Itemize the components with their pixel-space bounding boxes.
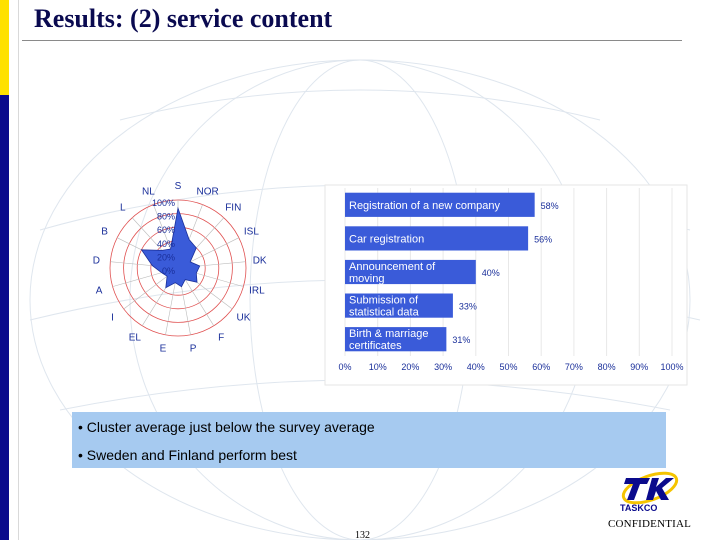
radar-axis-label-UK: UK bbox=[236, 312, 250, 323]
radar-axis-label-D: D bbox=[93, 255, 100, 266]
bullet-1: • Cluster average just below the survey … bbox=[78, 419, 375, 435]
bullet-2: • Sweden and Finland perform best bbox=[78, 447, 297, 463]
radar-axis-label-IRL: IRL bbox=[249, 285, 265, 296]
bar-value-label-3: 40% bbox=[482, 268, 500, 278]
radar-axis-label-E: E bbox=[160, 344, 167, 355]
bar-3 bbox=[345, 259, 476, 285]
bar-xtick-label-6: 60% bbox=[532, 362, 550, 372]
radar-axis-label-NL: NL bbox=[142, 187, 155, 198]
page-number: 132 bbox=[355, 530, 370, 541]
taskco-logo bbox=[621, 471, 679, 505]
bar-value-label-5: 31% bbox=[452, 335, 470, 345]
bar-category-label-3: Announcement of moving bbox=[349, 261, 436, 285]
bar-xtick-label-7: 70% bbox=[565, 362, 583, 372]
bar-category-label-4: Submission of statistical data bbox=[349, 295, 420, 319]
radar-ring-label-1: 80% bbox=[157, 212, 175, 222]
radar-axis-label-DK: DK bbox=[253, 255, 267, 266]
bar-chart: 0% 10% 20% 30% 40% 50% 60% 70% 80% 90% 100% Registr… bbox=[324, 184, 688, 386]
radar-axis-label-I: I bbox=[111, 312, 114, 323]
confidential-label: CONFIDENTIAL bbox=[608, 518, 692, 530]
radar-axis-label-S: S bbox=[175, 181, 182, 192]
bar-category-label-1: Registration of a new company bbox=[349, 200, 501, 212]
bar-xtick-label-4: 40% bbox=[467, 362, 485, 372]
bar-4 bbox=[345, 293, 453, 318]
bar-xtick-label-2: 20% bbox=[401, 362, 419, 372]
radar-ring-label-5: 0% bbox=[162, 266, 175, 276]
bar-xtick-label-9: 90% bbox=[630, 362, 648, 372]
bar-xtick-label-5: 50% bbox=[499, 362, 517, 372]
bar-xtick-label-1: 10% bbox=[369, 362, 387, 372]
bar-xtick-label-0: 0% bbox=[338, 362, 351, 372]
radar-ring-label-0: 100% bbox=[152, 198, 175, 208]
radar-axis-label-P: P bbox=[190, 344, 197, 355]
radar-ring-label-2: 60% bbox=[157, 225, 175, 235]
bar-value-label-1: 58% bbox=[541, 201, 559, 211]
bar-1 bbox=[345, 192, 535, 217]
radar-series bbox=[140, 206, 201, 289]
radar-axis-label-ISL: ISL bbox=[244, 226, 259, 237]
radar-axis-label-L: L bbox=[120, 202, 126, 213]
bar-xtick-label-8: 80% bbox=[598, 362, 616, 372]
summary-box: • Cluster average just below the survey … bbox=[72, 412, 666, 468]
radar-axis-label-EL: EL bbox=[129, 333, 142, 344]
bar-5 bbox=[345, 327, 447, 352]
radar-axis-label-B: B bbox=[101, 226, 108, 237]
margin-line bbox=[18, 0, 19, 540]
title-rule bbox=[22, 40, 682, 41]
accent-bar-blue bbox=[0, 95, 9, 540]
bar-value-label-2: 56% bbox=[534, 234, 552, 244]
bar-value-label-4: 33% bbox=[459, 302, 477, 312]
logo-text: TASKCO bbox=[620, 503, 658, 513]
radar-axis-label-FIN: FIN bbox=[225, 202, 241, 213]
radar-ring-label-3: 40% bbox=[157, 239, 175, 249]
radar-axis-label-F: F bbox=[218, 333, 224, 344]
bar-xtick-label-3: 30% bbox=[434, 362, 452, 372]
bar-2 bbox=[345, 226, 529, 251]
radar-axis-label-NOR: NOR bbox=[197, 187, 219, 198]
bar-category-label-5: Birth & marriage certificates bbox=[349, 328, 428, 352]
accent-bar-yellow bbox=[0, 0, 9, 95]
radar-axis-label-A: A bbox=[96, 285, 103, 296]
slide-title: Results: (2) service content bbox=[34, 4, 333, 33]
radar-ring-label-4: 20% bbox=[157, 252, 175, 262]
bar-chart-frame bbox=[324, 184, 688, 386]
bar-category-label-2: Car registration bbox=[349, 233, 424, 245]
bar-xtick-label-10: 100% bbox=[660, 362, 683, 372]
